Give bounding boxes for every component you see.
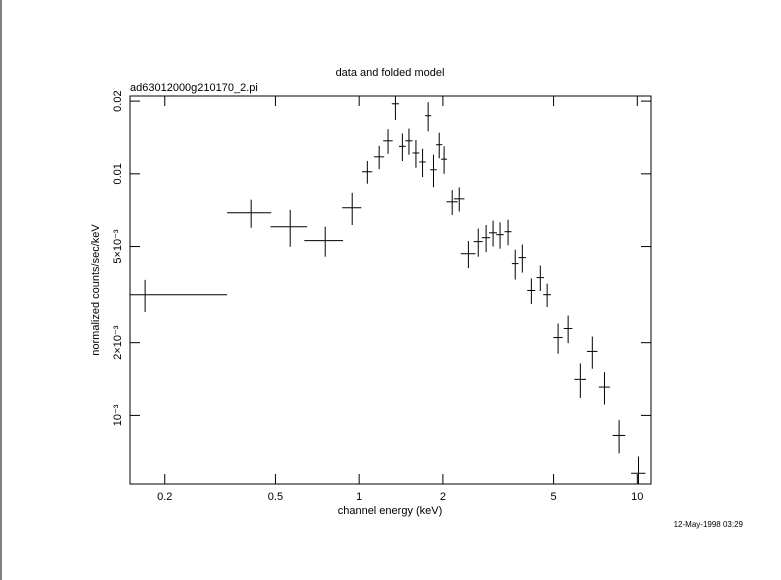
x-tick-label: 10 xyxy=(631,491,643,503)
y-tick-label: 2×10⁻³ xyxy=(112,325,124,360)
plot-frame xyxy=(129,95,652,485)
chart-title: data and folded model xyxy=(336,67,445,79)
y-tick-label: 0.01 xyxy=(112,163,124,184)
timestamp: 12-May-1998 03:29 xyxy=(674,520,744,529)
y-tick-label: 10⁻³ xyxy=(112,404,124,426)
x-tick-label: 2 xyxy=(440,491,446,503)
file-name: ad63012000g210170_2.pi xyxy=(130,82,258,94)
x-tick-label: 0.5 xyxy=(268,491,283,503)
x-tick-label: 1 xyxy=(356,491,362,503)
x-tick-label: 0.2 xyxy=(157,491,172,503)
y-tick-label: 5×10⁻³ xyxy=(112,229,124,264)
x-tick-label: 5 xyxy=(551,491,557,503)
y-axis-label: normalized counts/sec/keV xyxy=(90,224,102,356)
x-axis-label: channel energy (keV) xyxy=(338,505,443,517)
y-tick-label: 0.02 xyxy=(112,90,124,111)
plot-area xyxy=(130,96,646,484)
